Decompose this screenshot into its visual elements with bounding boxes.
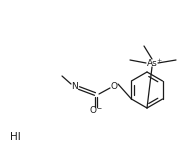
Text: O: O [90, 105, 96, 115]
Text: HI: HI [10, 132, 21, 142]
Text: As: As [147, 59, 157, 67]
Text: −: − [96, 105, 102, 111]
Text: N: N [72, 81, 78, 91]
Text: +: + [156, 57, 162, 63]
Text: O: O [111, 81, 117, 91]
